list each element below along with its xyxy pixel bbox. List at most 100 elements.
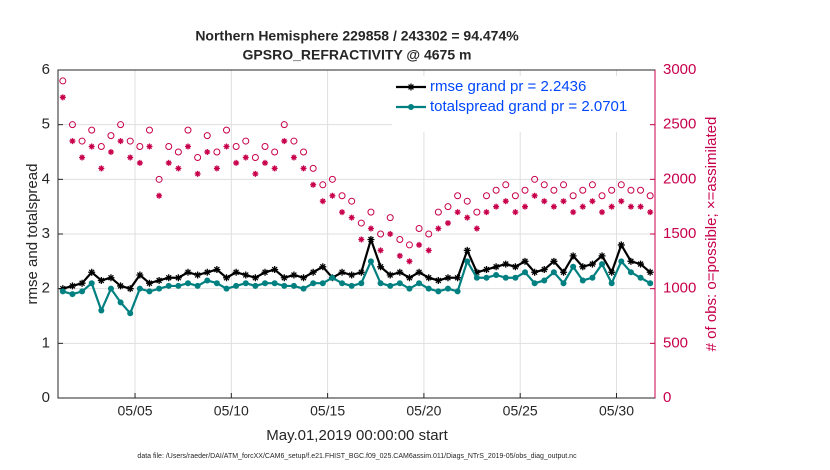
scatter-point	[59, 77, 67, 85]
point-marker	[541, 277, 548, 284]
star-marker	[531, 192, 538, 199]
y2-tick-label: 500	[663, 334, 688, 351]
scatter-point	[579, 186, 587, 194]
star-marker	[493, 203, 500, 210]
star-marker	[242, 154, 249, 161]
star-marker	[165, 159, 172, 166]
star-marker	[483, 209, 490, 216]
point-marker	[579, 277, 586, 284]
point-marker	[358, 280, 365, 287]
star-marker	[492, 263, 500, 271]
star-marker	[511, 263, 519, 271]
scatter-point	[415, 225, 423, 233]
legend-marker	[408, 104, 414, 110]
scatter-point	[463, 197, 471, 205]
point-marker	[69, 291, 76, 298]
scatter-point	[434, 208, 442, 216]
point-marker	[627, 269, 634, 276]
scatter-point	[367, 208, 375, 216]
star-marker	[300, 165, 307, 172]
point-marker	[377, 280, 384, 287]
y-axis-label: rmse and totalspread	[24, 164, 41, 305]
scatter-point	[511, 192, 519, 200]
point-marker	[425, 285, 432, 292]
scatter-point	[396, 235, 404, 243]
y2-tick-label: 2000	[663, 170, 696, 187]
star-marker	[386, 271, 394, 279]
point-marker	[464, 258, 471, 265]
star-marker	[59, 94, 66, 101]
scatter-point	[232, 143, 240, 151]
star-marker	[339, 209, 346, 216]
y-tick-label: 3	[42, 225, 50, 242]
point-marker	[589, 274, 596, 281]
star-marker	[599, 209, 606, 216]
scatter-point	[184, 126, 192, 134]
point-marker	[435, 288, 442, 295]
star-marker	[98, 165, 105, 172]
star-marker	[637, 260, 645, 268]
star-marker	[204, 149, 211, 155]
star-marker	[435, 225, 442, 232]
scatter-point	[319, 181, 327, 189]
point-marker	[416, 280, 423, 287]
star-marker	[184, 143, 191, 150]
star-marker	[502, 198, 509, 205]
point-marker	[396, 280, 403, 287]
point-marker	[107, 285, 114, 292]
star-marker	[88, 143, 95, 150]
scatter-point	[550, 186, 558, 194]
star-marker	[512, 209, 519, 216]
star-marker	[184, 268, 192, 276]
point-marker	[262, 280, 269, 287]
star-marker	[242, 271, 250, 279]
scatter-point	[444, 203, 452, 211]
star-marker	[165, 274, 173, 282]
scatter-point	[242, 137, 250, 145]
star-marker	[97, 276, 105, 284]
point-marker	[175, 282, 182, 289]
scatter-point	[155, 175, 163, 183]
star-marker	[540, 266, 548, 274]
x-tick-label: 05/20	[406, 403, 441, 419]
x-tick-label: 05/25	[503, 403, 538, 419]
point-marker	[348, 282, 355, 289]
star-marker	[252, 170, 259, 177]
star-marker	[146, 143, 153, 150]
star-marker	[232, 268, 240, 276]
star-marker	[79, 154, 86, 161]
star-marker	[300, 274, 308, 282]
point-marker	[473, 274, 480, 281]
scatter-point	[386, 214, 394, 222]
point-marker	[88, 280, 95, 287]
star-marker	[531, 268, 539, 276]
star-marker	[396, 252, 403, 259]
y2-axis-label: # of obs: o=possible; ×=assimilated	[703, 117, 720, 352]
scatter-point	[473, 208, 481, 216]
point-marker	[512, 274, 519, 281]
star-marker	[233, 159, 240, 166]
star-marker	[415, 268, 423, 276]
scatter-point	[377, 230, 385, 238]
star-marker	[194, 170, 201, 177]
star-marker	[406, 258, 413, 265]
scatter-point	[492, 186, 500, 194]
star-marker	[319, 198, 326, 205]
point-marker	[560, 280, 567, 287]
point-marker	[290, 282, 297, 289]
y2-tick-label: 3000	[663, 61, 696, 78]
star-marker	[319, 263, 327, 271]
star-marker	[434, 276, 442, 284]
point-marker	[406, 285, 413, 292]
point-marker	[618, 258, 625, 265]
star-marker	[541, 198, 548, 205]
star-marker	[407, 83, 415, 91]
star-marker	[416, 241, 423, 248]
footnote: data file: /Users/raeder/DAI/ATM_forcXX/…	[137, 453, 577, 460]
point-marker	[194, 282, 201, 289]
star-marker	[464, 214, 471, 221]
scatter-point	[145, 126, 153, 134]
star-marker	[627, 257, 635, 265]
star-marker	[329, 192, 336, 199]
point-marker	[281, 282, 288, 289]
